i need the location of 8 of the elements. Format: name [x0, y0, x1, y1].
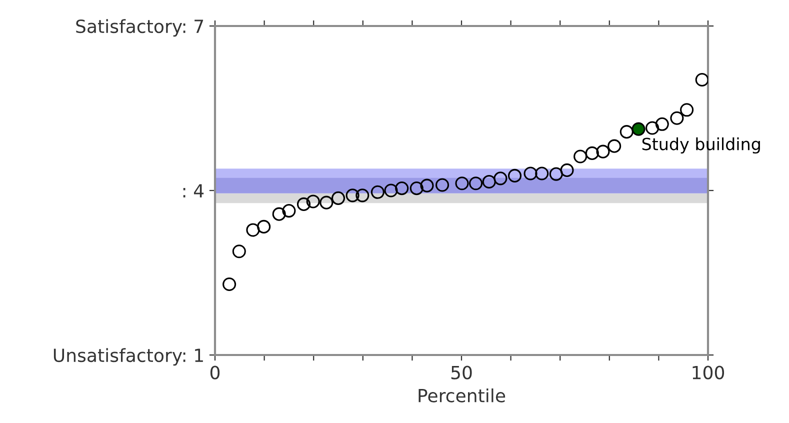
x-tick-label: 0	[210, 366, 220, 380]
y-tick-label: Unsatisfactory: 1	[54, 348, 203, 366]
x-axis-title: Percentile	[418, 388, 506, 402]
x-tick-label: 100	[692, 366, 724, 380]
x-tick-label: 50	[451, 366, 472, 380]
y-tick-label: : 4	[183, 184, 204, 198]
annotation: Study building	[642, 137, 760, 154]
y-tick-label: Satisfactory: 7	[76, 19, 204, 37]
